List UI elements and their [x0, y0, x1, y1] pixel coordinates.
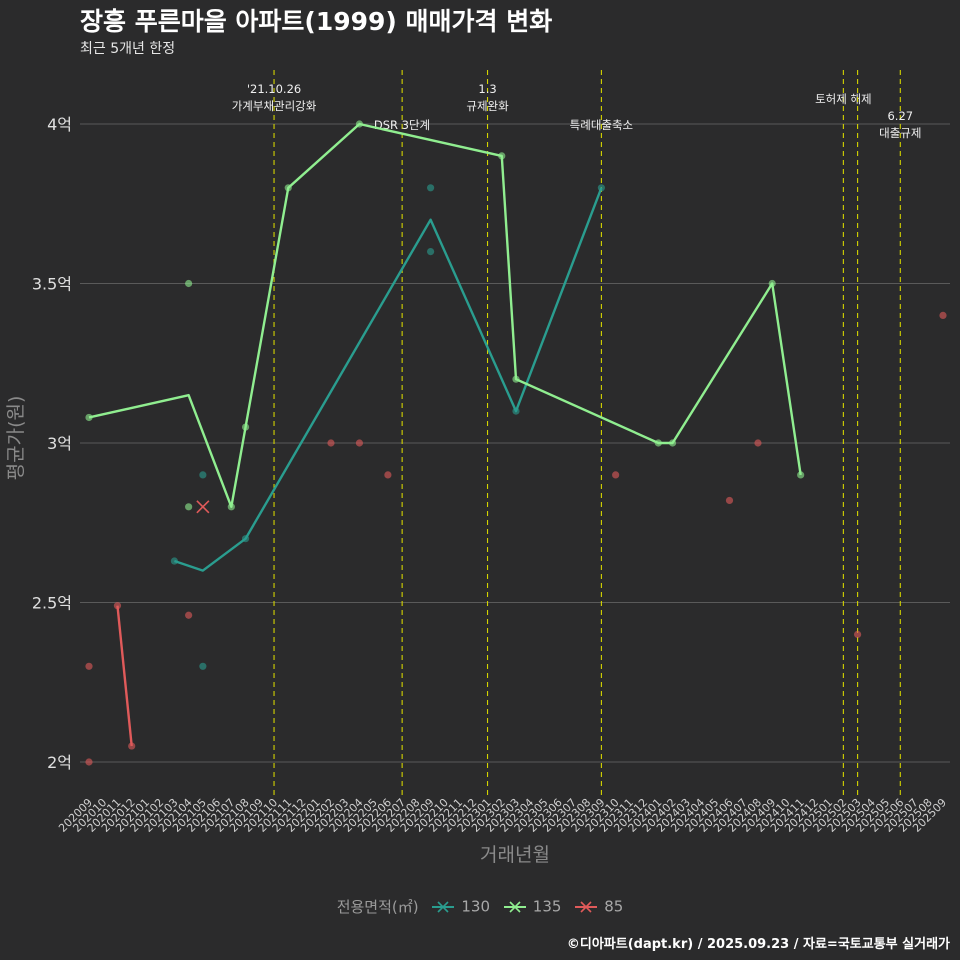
series-line-85	[116, 605, 133, 747]
x-axis-title: 거래년월	[480, 844, 550, 866]
data-point-135	[355, 120, 364, 128]
policy-event-label: 토허제 해제	[815, 92, 872, 106]
data-point-135	[654, 439, 662, 447]
data-point-135	[185, 503, 193, 511]
y-tick-label: 3억	[47, 434, 72, 453]
data-point-130	[241, 535, 250, 543]
legend-label-85: 85	[604, 897, 624, 916]
cross-marker	[196, 500, 210, 514]
data-point-85	[85, 662, 93, 670]
y-tick-label: 3.5억	[32, 275, 72, 294]
data-point-85	[355, 439, 364, 447]
policy-event-label: '21.10.26	[247, 82, 301, 96]
legend-item-85: 85	[574, 897, 623, 916]
y-tick-label: 2.5억	[32, 594, 72, 613]
source-caption: ©디아파트(dapt.kr) / 2025.09.23 / 자료=국토교통부 실…	[566, 937, 950, 952]
data-point-135	[85, 413, 93, 422]
data-point-130	[427, 184, 435, 192]
y-tick-label: 2억	[47, 753, 72, 772]
data-point-135	[797, 471, 805, 479]
legend-item-135: 135	[503, 897, 562, 916]
legend-title: 전용면적(㎡)	[336, 898, 419, 916]
policy-event-label: 대출규제	[879, 126, 921, 140]
data-point-135	[668, 439, 677, 447]
data-point-130	[512, 407, 520, 415]
policy-event-label: 특례대출축소	[570, 118, 633, 132]
data-point-85	[939, 311, 947, 319]
data-point-135	[241, 423, 250, 431]
legend-key-130	[432, 900, 455, 913]
data-point-135	[768, 279, 776, 288]
policy-event-label: 규제완화	[466, 99, 509, 113]
data-point-135	[498, 152, 506, 160]
data-point-85	[612, 471, 620, 479]
legend-key-135	[503, 900, 526, 913]
series-line-130	[174, 187, 603, 572]
policy-event-label: 1.3	[478, 82, 496, 96]
data-point-135	[512, 375, 520, 383]
chart-subtitle: 최근 5개년 한정	[80, 41, 176, 57]
data-point-130	[199, 662, 207, 670]
data-point-85	[754, 439, 762, 447]
data-point-135	[185, 279, 193, 288]
y-tick-label: 4억	[47, 115, 72, 134]
y-axis-title: 평균가(원)	[5, 396, 27, 481]
legend-label-135: 135	[532, 897, 562, 916]
data-point-85	[185, 611, 193, 619]
data-point-130	[170, 557, 178, 565]
legend: 전용면적(㎡) 130 135 85	[0, 896, 960, 917]
data-point-85	[725, 496, 734, 505]
policy-event-label: DSR 3단계	[374, 118, 430, 132]
legend-item-130: 130	[431, 897, 490, 916]
data-point-85	[128, 742, 136, 750]
policy-event-label: 6.27	[887, 109, 913, 123]
data-point-130	[597, 184, 606, 192]
data-point-130	[427, 248, 435, 256]
data-point-135	[284, 184, 292, 192]
legend-label-130: 130	[461, 897, 491, 916]
policy-event-label: 가계부채관리강화	[232, 99, 317, 113]
chart-title: 장흥 푸른마을 아파트(1999) 매매가격 변화	[80, 7, 553, 36]
data-point-135	[227, 503, 235, 511]
data-point-85	[854, 630, 862, 639]
data-point-85	[113, 602, 122, 610]
data-point-85	[85, 758, 93, 766]
data-point-85	[384, 471, 392, 479]
data-point-85	[327, 439, 335, 447]
data-point-130	[199, 471, 207, 479]
series-line-135	[88, 122, 802, 508]
legend-key-85	[575, 900, 598, 913]
